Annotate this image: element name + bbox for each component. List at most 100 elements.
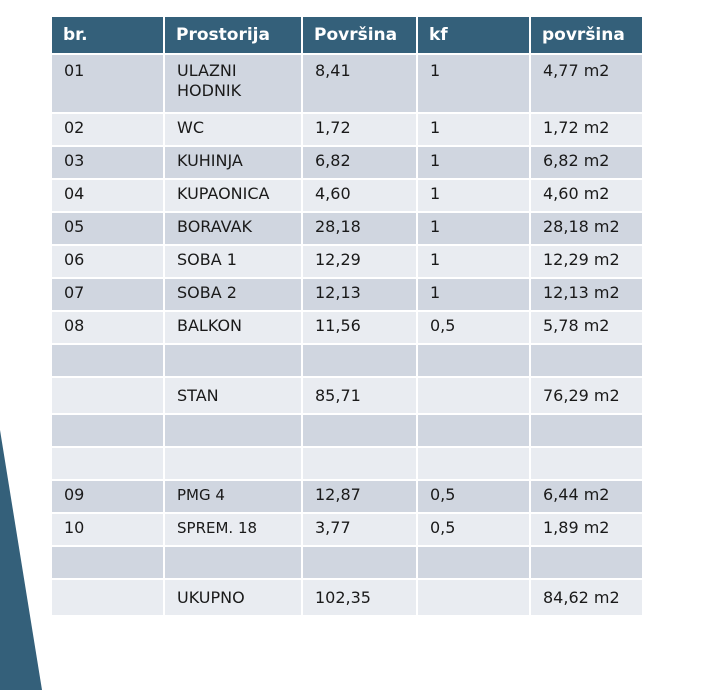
cell-net-area: 4,77 m2 (531, 55, 642, 114)
cell-number (52, 415, 163, 448)
cell-coefficient (418, 448, 529, 481)
cell-net-area: 5,78 m2 (531, 312, 642, 345)
cell-coefficient (418, 345, 529, 378)
cell-area: 102,35 (303, 580, 416, 617)
cell-coefficient: 1 (418, 55, 529, 114)
cell-coefficient (418, 580, 529, 617)
cell-area: 4,60 (303, 180, 416, 213)
cell-room (165, 547, 301, 580)
table-row: 01 ULAZNI HODNIK 8,41 1 4,77 m2 (52, 55, 642, 114)
cell-number: 03 (52, 147, 163, 180)
table-row: 05 BORAVAK 28,18 1 28,18 m2 (52, 213, 642, 246)
cell-room: UKUPNO (165, 580, 301, 617)
cell-net-area (531, 547, 642, 580)
cell-area: 3,77 (303, 514, 416, 547)
cell-room: BORAVAK (165, 213, 301, 246)
cell-net-area: 6,44 m2 (531, 481, 642, 514)
cell-net-area: 6,82 m2 (531, 147, 642, 180)
cell-room: WC (165, 114, 301, 147)
cell-area: 6,82 (303, 147, 416, 180)
header-area: Površina (303, 17, 416, 55)
cell-net-area (531, 448, 642, 481)
cell-net-area: 12,13 m2 (531, 279, 642, 312)
table-row (52, 415, 642, 448)
cell-number: 06 (52, 246, 163, 279)
cell-number: 02 (52, 114, 163, 147)
table-row: 02 WC 1,72 1 1,72 m2 (52, 114, 642, 147)
cell-coefficient: 1 (418, 147, 529, 180)
table-row: 08 BALKON 11,56 0,5 5,78 m2 (52, 312, 642, 345)
cell-net-area: 12,29 m2 (531, 246, 642, 279)
cell-coefficient: 0,5 (418, 514, 529, 547)
table-row: 10 SPREM. 18 3,77 0,5 1,89 m2 (52, 514, 642, 547)
cell-area: 1,72 (303, 114, 416, 147)
cell-number (52, 345, 163, 378)
cell-room (165, 345, 301, 378)
cell-room: PMG 4 (165, 481, 301, 514)
cell-room: STAN (165, 378, 301, 415)
table-header: br. Prostorija Površina kf površina (52, 17, 642, 55)
table-row: UKUPNO 102,35 84,62 m2 (52, 580, 642, 617)
cell-coefficient (418, 547, 529, 580)
header-coefficient: kf (418, 17, 529, 55)
cell-number: 09 (52, 481, 163, 514)
table-body: 01 ULAZNI HODNIK 8,41 1 4,77 m2 02 WC 1,72 1 1,72… (52, 55, 642, 617)
cell-number (52, 547, 163, 580)
cell-coefficient: 1 (418, 213, 529, 246)
cell-room (165, 448, 301, 481)
table-row (52, 345, 642, 378)
cell-number (52, 378, 163, 415)
cell-number: 05 (52, 213, 163, 246)
decorative-accent-shape (0, 430, 42, 690)
cell-coefficient: 0,5 (418, 312, 529, 345)
cell-area: 11,56 (303, 312, 416, 345)
table-row (52, 547, 642, 580)
table-row: 04 KUPAONICA 4,60 1 4,60 m2 (52, 180, 642, 213)
cell-area (303, 547, 416, 580)
cell-room: ULAZNI HODNIK (165, 55, 301, 114)
cell-coefficient: 1 (418, 246, 529, 279)
header-number: br. (52, 17, 163, 55)
cell-coefficient: 1 (418, 180, 529, 213)
cell-area (303, 415, 416, 448)
cell-room: SPREM. 18 (165, 514, 301, 547)
cell-coefficient (418, 378, 529, 415)
cell-room: SOBA 1 (165, 246, 301, 279)
cell-area: 85,71 (303, 378, 416, 415)
cell-area: 12,13 (303, 279, 416, 312)
cell-area: 12,87 (303, 481, 416, 514)
cell-room: SOBA 2 (165, 279, 301, 312)
cell-coefficient (418, 415, 529, 448)
cell-number (52, 448, 163, 481)
cell-room: BALKON (165, 312, 301, 345)
cell-net-area (531, 345, 642, 378)
cell-number: 01 (52, 55, 163, 114)
cell-area (303, 448, 416, 481)
cell-room: KUPAONICA (165, 180, 301, 213)
cell-number: 08 (52, 312, 163, 345)
cell-net-area: 4,60 m2 (531, 180, 642, 213)
header-room: Prostorija (165, 17, 301, 55)
header-net-area: površina (531, 17, 642, 55)
cell-room (165, 415, 301, 448)
cell-number: 10 (52, 514, 163, 547)
cell-room: KUHINJA (165, 147, 301, 180)
table-row: 03 KUHINJA 6,82 1 6,82 m2 (52, 147, 642, 180)
cell-net-area: 28,18 m2 (531, 213, 642, 246)
cell-area: 12,29 (303, 246, 416, 279)
cell-area (303, 345, 416, 378)
cell-number: 07 (52, 279, 163, 312)
cell-net-area: 1,72 m2 (531, 114, 642, 147)
table-row: 09 PMG 4 12,87 0,5 6,44 m2 (52, 481, 642, 514)
cell-area: 28,18 (303, 213, 416, 246)
cell-number (52, 580, 163, 617)
cell-net-area: 76,29 m2 (531, 378, 642, 415)
cell-coefficient: 0,5 (418, 481, 529, 514)
cell-number: 04 (52, 180, 163, 213)
table-row: 06 SOBA 1 12,29 1 12,29 m2 (52, 246, 642, 279)
cell-area: 8,41 (303, 55, 416, 114)
cell-coefficient: 1 (418, 279, 529, 312)
table-row: STAN 85,71 76,29 m2 (52, 378, 642, 415)
room-area-table-container: br. Prostorija Površina kf površina 01 UL… (52, 17, 642, 617)
table-row (52, 448, 642, 481)
